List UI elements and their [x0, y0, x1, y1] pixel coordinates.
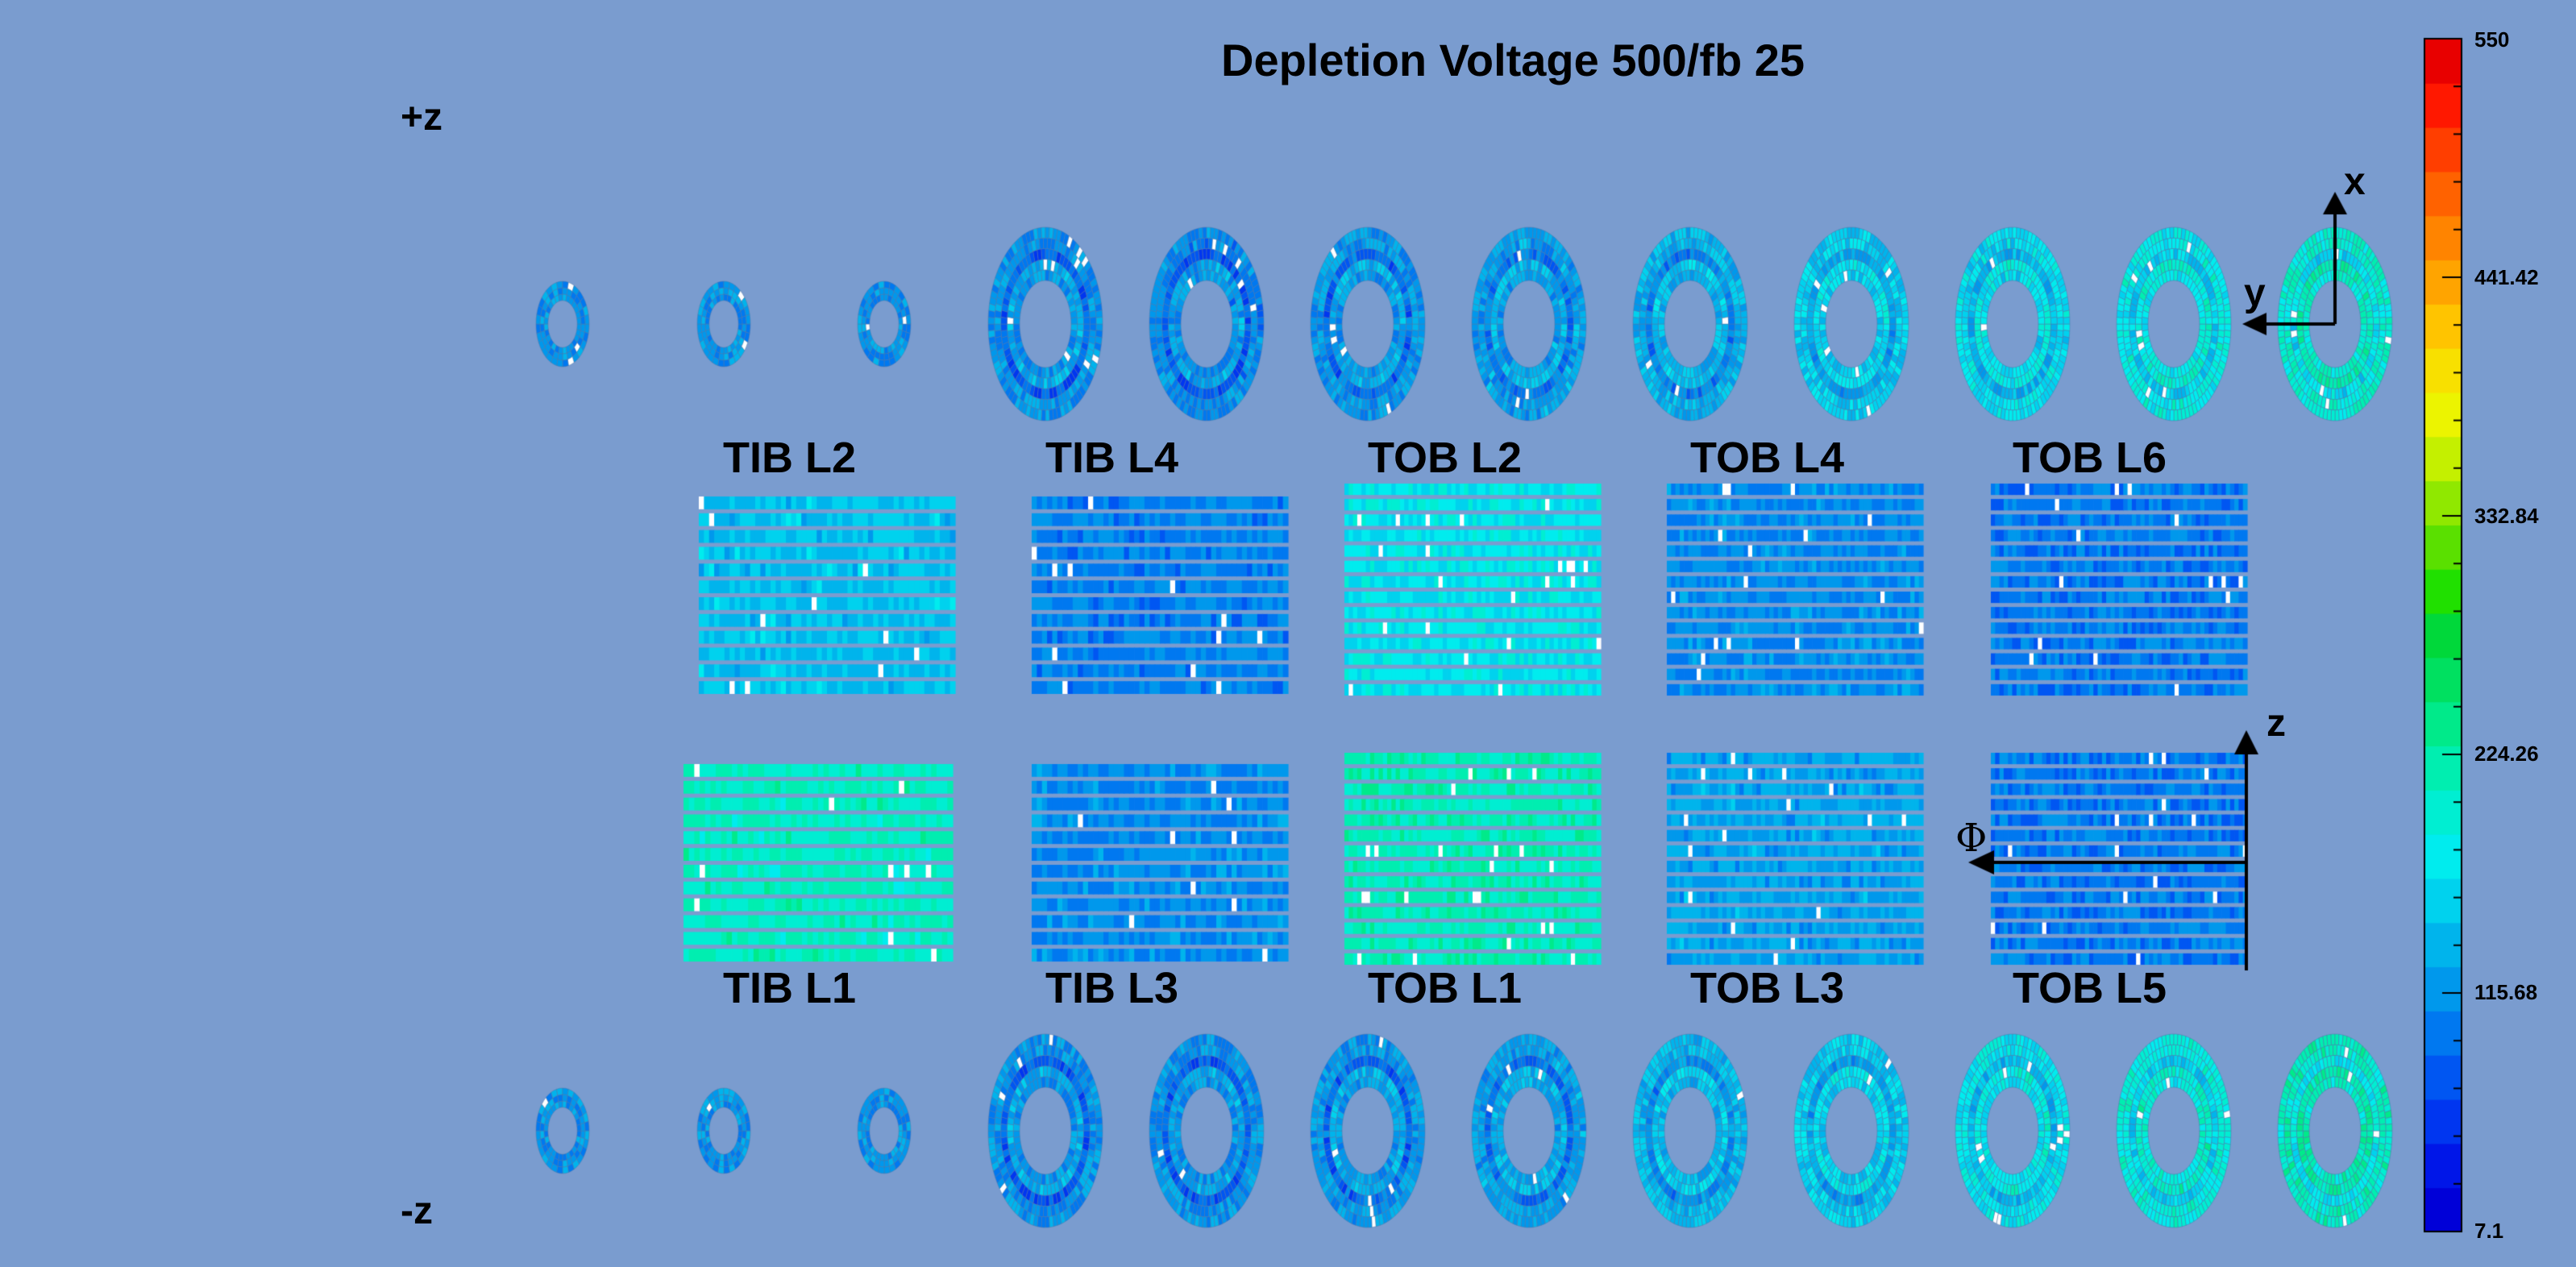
layer-label-tib-l2: TIB L2	[723, 434, 857, 482]
layer-label-tob-l2: TOB L2	[1368, 434, 1523, 482]
plus-z-label: +z	[401, 96, 443, 139]
colorbar-tick-label: 224.26	[2474, 742, 2539, 766]
layer-label-tob-l1: TOB L1	[1368, 964, 1523, 1012]
layer-label-tob-l5: TOB L5	[2013, 964, 2167, 1012]
phi-axis-label: Φ	[1955, 816, 1988, 861]
layer-label-tob-l3: TOB L3	[1690, 964, 1845, 1012]
colorbar-tick-label: 7.1	[2474, 1219, 2504, 1243]
layer-label-tob-l4: TOB L4	[1690, 434, 1845, 482]
minus-z-label: -z	[401, 1190, 433, 1232]
layer-label-tib-l1: TIB L1	[723, 964, 857, 1012]
x-axis-label: x	[2344, 160, 2366, 203]
layer-label-tib-l3: TIB L3	[1045, 964, 1179, 1012]
layer-label-tib-l4: TIB L4	[1045, 434, 1179, 482]
layer-label-tob-l6: TOB L6	[2013, 434, 2167, 482]
y-axis-label: y	[2244, 272, 2266, 314]
plot-title: Depletion Voltage 500/fb 25	[1221, 35, 1805, 85]
colorbar-tick-label: 115.68	[2474, 980, 2538, 1004]
colorbar-tick-label: 332.84	[2474, 504, 2539, 528]
z-axis-label: z	[2266, 702, 2286, 745]
colorbar-tick-label: 441.42	[2474, 265, 2539, 289]
colorbar-tick-label: 550	[2474, 27, 2510, 52]
